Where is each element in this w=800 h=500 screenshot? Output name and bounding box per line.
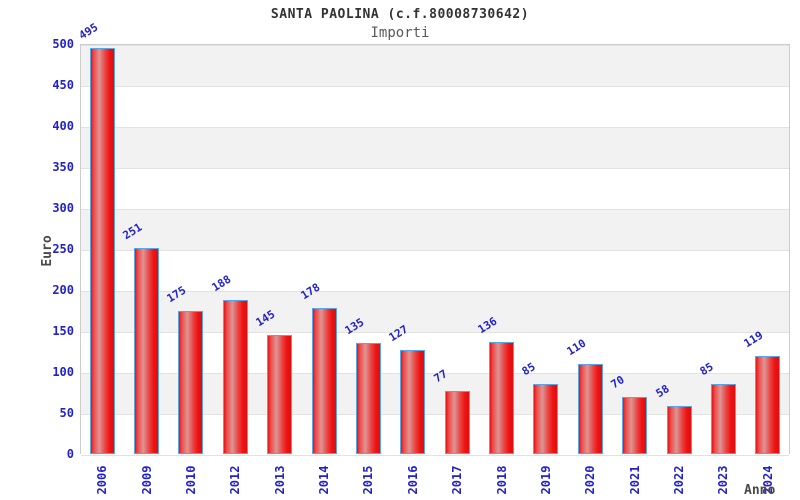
y-tick-label-350: 350 [52,160,74,174]
y-tick-label-50: 50 [59,406,74,420]
x-tick-label-2013: 2013 [272,465,287,495]
x-tick-label-2012: 2012 [228,465,243,495]
bar-2024 [755,356,781,454]
plot-band [81,209,789,250]
x-tick-label-2020: 2020 [583,465,598,495]
gridline [81,86,789,87]
bar-2014 [311,308,337,454]
bar-2020 [577,363,603,454]
x-tick-label-2009: 2009 [139,465,154,495]
plot-band [81,250,789,291]
y-tick-label-400: 400 [52,119,74,133]
y-axis-title: Euro [40,235,55,267]
bar-2019 [533,384,559,454]
gridline [81,414,789,415]
x-tick-label-2021: 2021 [627,465,642,495]
y-tick-label-100: 100 [52,365,74,379]
y-tick-label-500: 500 [52,37,74,51]
chart-subtitle: Importi [370,25,430,41]
y-tick-label-300: 300 [52,201,74,215]
bar-2017 [444,390,470,454]
gridline [81,168,789,169]
bar-2012 [222,299,248,454]
y-tick-label-450: 450 [52,78,74,92]
x-tick-label-2014: 2014 [317,465,332,495]
bar-2018 [489,342,515,454]
plot-band [81,127,789,168]
x-tick-label-2017: 2017 [450,465,465,495]
gridline [81,250,789,251]
bar-2013 [267,335,293,454]
x-axis-title: Anno [744,483,776,498]
bar-2021 [622,396,648,454]
x-tick-label-2023: 2023 [716,465,731,495]
x-tick-label-2018: 2018 [494,465,509,495]
plot-band [81,168,789,209]
plot-band [81,86,789,127]
gridline [81,332,789,333]
x-tick-label-2015: 2015 [361,465,376,495]
x-tick-label-2010: 2010 [183,465,198,495]
gridline [81,45,789,46]
gridline [81,127,789,128]
gridline [81,373,789,374]
bar-2022 [666,406,692,454]
y-tick-label-150: 150 [52,324,74,338]
y-tick-label-0: 0 [66,447,74,461]
x-tick-label-2006: 2006 [95,465,110,495]
x-tick-label-2022: 2022 [672,465,687,495]
bar-2006 [89,48,115,454]
y-tick-label-200: 200 [52,283,74,297]
chart-title: SANTA PAOLINA (c.f.80008730642) [270,7,530,22]
bar-2023 [710,384,736,454]
gridline [81,291,789,292]
gridline [81,455,789,456]
bar-2010 [178,310,204,454]
y-tick-label-250: 250 [52,242,74,256]
gridline [81,209,789,210]
x-tick-label-2016: 2016 [405,465,420,495]
bar-2015 [355,343,381,454]
plot-band [81,45,789,86]
bar-2016 [400,349,426,454]
x-tick-label-2019: 2019 [538,465,553,495]
bar-2009 [134,248,160,454]
